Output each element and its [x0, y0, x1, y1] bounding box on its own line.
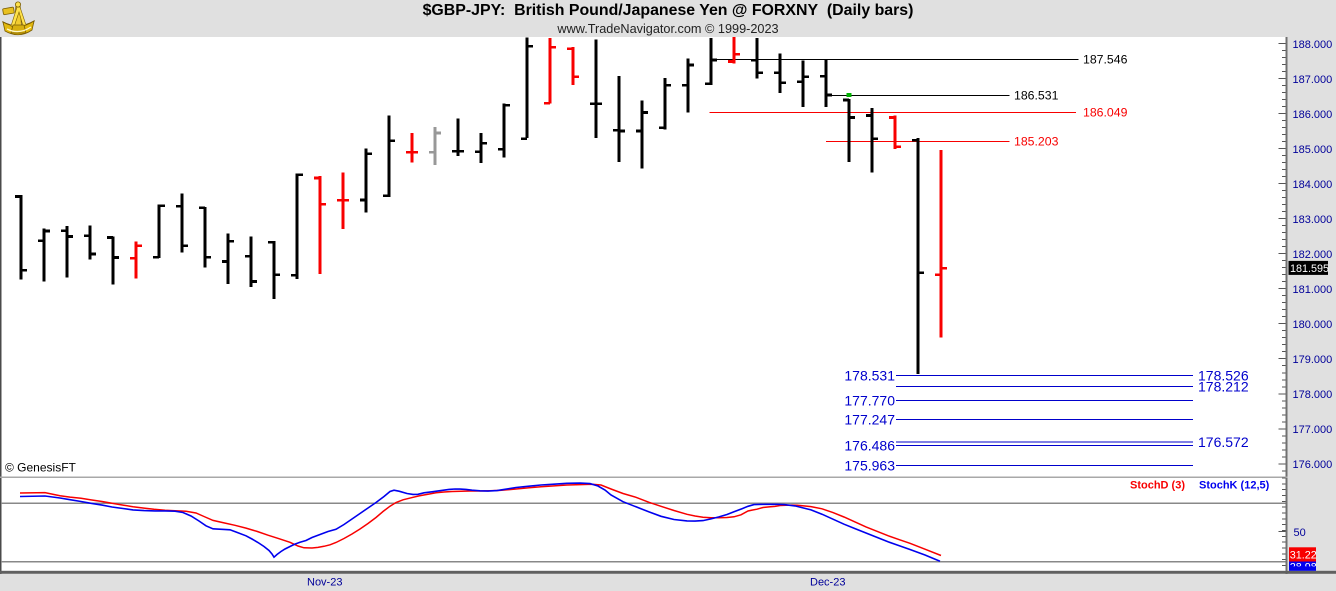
svg-text:179.000: 179.000 [1293, 354, 1333, 366]
svg-text:184.000: 184.000 [1293, 179, 1333, 191]
svg-text:182.000: 182.000 [1293, 249, 1333, 261]
svg-text:181.595: 181.595 [1290, 263, 1329, 275]
svg-text:StochD (3): StochD (3) [1130, 479, 1185, 491]
svg-text:187.000: 187.000 [1293, 74, 1333, 86]
svg-text:31.22: 31.22 [1290, 550, 1317, 562]
svg-text:177.770: 177.770 [844, 392, 895, 408]
svg-text:www.TradeNavigator.com © 1999-: www.TradeNavigator.com © 1999-2023 [556, 22, 778, 36]
svg-text:178.531: 178.531 [844, 367, 895, 383]
svg-text:178.000: 178.000 [1293, 389, 1333, 401]
svg-text:50: 50 [1294, 527, 1306, 539]
svg-text:StochK (12,5): StochK (12,5) [1199, 479, 1270, 491]
svg-text:$GBP-JPY: British Pound/Japan: $GBP-JPY: British Pound/Japanese Yen @ F… [423, 2, 914, 19]
svg-text:186.049: 186.049 [1083, 106, 1128, 120]
svg-text:178.526: 178.526 [1198, 367, 1249, 383]
svg-text:176.572: 176.572 [1198, 434, 1249, 450]
svg-text:176.000: 176.000 [1293, 459, 1333, 471]
svg-text:185.203: 185.203 [1014, 135, 1059, 149]
svg-text:183.000: 183.000 [1293, 214, 1333, 226]
svg-text:181.000: 181.000 [1293, 284, 1333, 296]
svg-text:180.000: 180.000 [1293, 319, 1333, 331]
svg-text:Nov-23: Nov-23 [307, 577, 342, 589]
svg-text:188.000: 188.000 [1293, 39, 1333, 51]
svg-text:177.247: 177.247 [844, 411, 895, 427]
svg-text:175.963: 175.963 [844, 457, 895, 473]
svg-text:178.212: 178.212 [1198, 378, 1249, 394]
svg-text:28.98: 28.98 [1290, 562, 1317, 574]
svg-text:Dec-23: Dec-23 [810, 577, 845, 589]
svg-text:185.000: 185.000 [1293, 144, 1333, 156]
svg-text:186.000: 186.000 [1293, 109, 1333, 121]
svg-text:187.546: 187.546 [1083, 53, 1128, 67]
svg-text:177.000: 177.000 [1293, 424, 1333, 436]
svg-text:176.486: 176.486 [844, 437, 895, 453]
svg-text:© GenesisFT: © GenesisFT [5, 461, 77, 475]
svg-text:186.531: 186.531 [1014, 88, 1059, 102]
